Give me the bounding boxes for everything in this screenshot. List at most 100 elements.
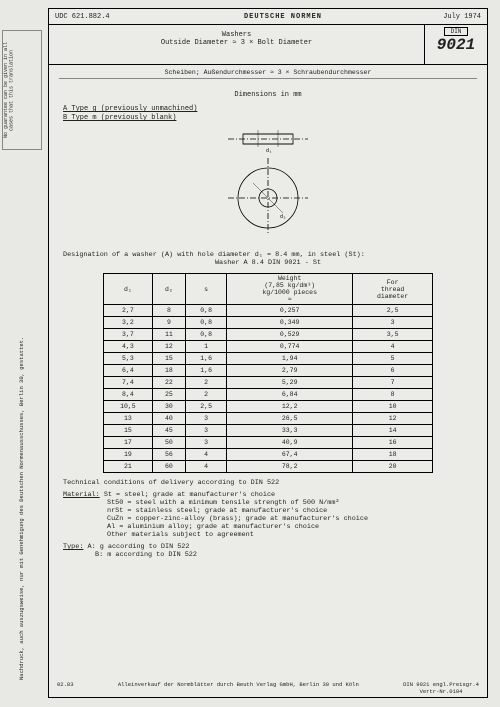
type-item: B: m according to DIN 522 — [95, 551, 473, 559]
title-line1: Washers — [49, 31, 424, 39]
table-cell: 3,2 — [104, 317, 153, 329]
material-label: Material: — [63, 491, 100, 499]
footer-right: DIN 9021 engl.Preisgr.4Vertr-Nr.0104 — [403, 681, 479, 695]
table-cell: 50 — [152, 437, 185, 449]
document-page: UDC 621.882.4 DEUTSCHE NORMEN July 1974 … — [48, 8, 488, 698]
table-cell: 18 — [152, 365, 185, 377]
table-cell: 12 — [353, 413, 433, 425]
table-cell: 2 — [186, 389, 227, 401]
table-cell: 78,2 — [227, 461, 353, 473]
table-cell: 3 — [353, 317, 433, 329]
table-cell: 14 — [353, 425, 433, 437]
table-cell: 2,7 — [104, 305, 153, 317]
table-header: d₁ — [104, 274, 153, 305]
table-cell: 0,8 — [186, 329, 227, 341]
table-cell: 4,3 — [104, 341, 153, 353]
table-header: d₂ — [152, 274, 185, 305]
table-header: For thread diameter — [353, 274, 433, 305]
table-row: 3,7110,80,5293,5 — [104, 329, 433, 341]
table-row: 1956467,418 — [104, 449, 433, 461]
technical-conditions: Technical conditions of delivery accordi… — [63, 479, 473, 559]
table-cell: 16 — [353, 437, 433, 449]
title-line2: Outside Diameter ≈ 3 × Bolt Diameter — [49, 39, 424, 47]
table-cell: 21 — [104, 461, 153, 473]
table-row: 5,3151,61,945 — [104, 353, 433, 365]
table-cell: 5,3 — [104, 353, 153, 365]
header-date: July 1974 — [421, 13, 481, 21]
table-cell: 0,257 — [227, 305, 353, 317]
din-box: DIN 9021 — [425, 25, 487, 64]
table-cell: 7,4 — [104, 377, 153, 389]
table-cell: 10 — [353, 401, 433, 413]
table-row: 1750340,916 — [104, 437, 433, 449]
table-row: 6,4181,62,796 — [104, 365, 433, 377]
din-number: 9021 — [425, 36, 487, 54]
side-copyright: Nachdruck, auch auszugsweise, nur mit Ge… — [18, 20, 25, 680]
type-b: B Type m (previously blank) — [63, 114, 473, 122]
washer-diagram: d₁ d₂ — [63, 128, 473, 241]
table-row: 7,42225,297 — [104, 377, 433, 389]
table-cell: 1,6 — [186, 365, 227, 377]
table-cell: 20 — [353, 461, 433, 473]
table-cell: 1,94 — [227, 353, 353, 365]
designation-line2: Washer A 8.4 DIN 9021 - St — [63, 259, 473, 267]
footer-left: 02.83 — [57, 681, 74, 695]
table-cell: 6 — [353, 365, 433, 377]
table-row: 2,780,80,2572,5 — [104, 305, 433, 317]
table-row: 2160478,220 — [104, 461, 433, 473]
table-cell: 2 — [186, 377, 227, 389]
dimensions-label: Dimensions in mm — [63, 91, 473, 99]
table-cell: 3,7 — [104, 329, 153, 341]
material-list: St50 = steel with a minimum tensile stre… — [63, 499, 473, 539]
table-cell: 15 — [152, 353, 185, 365]
type-a: A Type g (previously unmachined) — [63, 105, 473, 113]
table-header: Weight (7,85 kg/dm³) kg/1000 pieces ≈ — [227, 274, 353, 305]
table-cell: 0,8 — [186, 305, 227, 317]
page-footer: 02.83 Alleinverkauf der Normblätter durc… — [49, 681, 487, 695]
material-item: St = steel; grade at manufacturer's choi… — [104, 491, 275, 499]
document-body: Dimensions in mm A Type g (previously un… — [49, 79, 487, 565]
table-cell: 0,8 — [186, 317, 227, 329]
table-cell: 3 — [186, 437, 227, 449]
table-cell: 8 — [152, 305, 185, 317]
table-cell: 25 — [152, 389, 185, 401]
dimensions-table: d₁d₂sWeight (7,85 kg/dm³) kg/1000 pieces… — [103, 273, 433, 473]
table-cell: 19 — [104, 449, 153, 461]
material-item: St50 = steel with a minimum tensile stre… — [107, 499, 473, 507]
table-cell: 45 — [152, 425, 185, 437]
footer-center: Alleinverkauf der Normblätter durch Beut… — [118, 681, 359, 695]
table-cell: 8,4 — [104, 389, 153, 401]
table-row: 1340326,512 — [104, 413, 433, 425]
table-cell: 17 — [104, 437, 153, 449]
table-cell: 33,3 — [227, 425, 353, 437]
table-row: 10,5302,512,210 — [104, 401, 433, 413]
table-cell: 13 — [104, 413, 153, 425]
table-cell: 1,6 — [186, 353, 227, 365]
material-item: Al = aluminium alloy; grade at manufactu… — [107, 523, 473, 531]
table-cell: 5 — [353, 353, 433, 365]
table-cell: 2,5 — [353, 305, 433, 317]
type-sublist: B: m according to DIN 522 — [63, 551, 473, 559]
udc-code: UDC 621.882.4 — [55, 13, 145, 21]
table-cell: 12 — [152, 341, 185, 353]
designation-line1: Designation of a washer (A) with hole di… — [63, 251, 473, 259]
title-main: Washers Outside Diameter ≈ 3 × Bolt Diam… — [49, 25, 425, 64]
table-row: 4,31210,7744 — [104, 341, 433, 353]
table-cell: 3 — [186, 413, 227, 425]
table-cell: 5,29 — [227, 377, 353, 389]
table-cell: 56 — [152, 449, 185, 461]
table-row: 3,290,80,3493 — [104, 317, 433, 329]
table-cell: 0,529 — [227, 329, 353, 341]
table-cell: 3 — [186, 425, 227, 437]
table-cell: 7 — [353, 377, 433, 389]
table-cell: 3,5 — [353, 329, 433, 341]
table-cell: 15 — [104, 425, 153, 437]
table-cell: 2,5 — [186, 401, 227, 413]
german-subtitle: Scheiben; Außendurchmesser ≈ 3 × Schraub… — [59, 65, 477, 79]
header-title: DEUTSCHE NORMEN — [145, 13, 421, 21]
type-item: A: g according to DIN 522 — [88, 543, 190, 551]
type-list: A Type g (previously unmachined) B Type … — [63, 105, 473, 122]
table-row: 8,42526,848 — [104, 389, 433, 401]
svg-text:d₁: d₁ — [266, 148, 272, 154]
table-cell: 0,349 — [227, 317, 353, 329]
